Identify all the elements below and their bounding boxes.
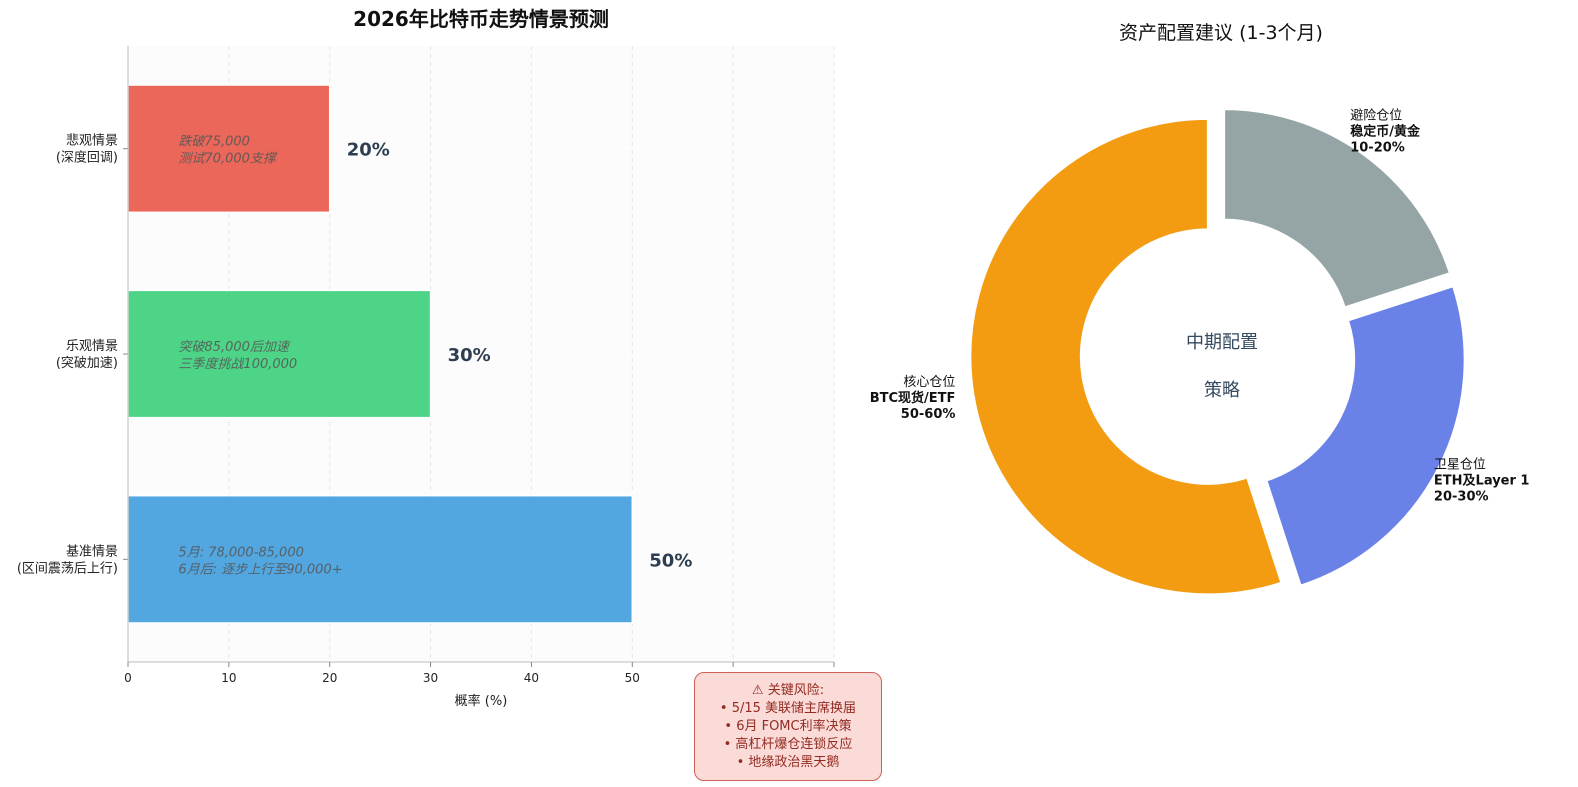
bar-note: 测试70,000支撑 (178, 152, 277, 167)
y-category-label: (区间震荡后上行) (17, 561, 118, 576)
donut-slice (1222, 107, 1452, 310)
risk-item: • 地缘政治黑天鹅 (736, 755, 840, 770)
risk-warning-box: ⚠ 关键风险: • 5/15 美联储主席换届 • 6月 FOMC利率决策 • 高… (694, 672, 882, 781)
donut-slice (968, 117, 1284, 596)
bar-note: 6月后: 逐步上行至90,000+ (178, 562, 342, 577)
slice-detail-label: 稳定币/黄金 (1350, 124, 1421, 140)
bar-series (127, 84, 634, 624)
donut-center-line-2: 策略 (1204, 380, 1240, 401)
x-tick-label: 30 (423, 671, 438, 685)
slice-name-label: 避险仓位 (1350, 109, 1402, 124)
x-tick-label: 40 (524, 671, 539, 685)
y-category-label: 乐观情景 (66, 339, 118, 354)
donut-slices (968, 107, 1467, 596)
slice-name-label: 核心仓位 (903, 375, 955, 390)
bar-value-label: 30% (448, 345, 491, 366)
slice-range-label: 50-60% (901, 407, 956, 422)
y-category-label: 基准情景 (66, 544, 118, 559)
x-tick-label: 50 (625, 671, 640, 685)
y-category-label: (突破加速) (56, 355, 118, 371)
bar-chart-title: 2026年比特币走势情景预测 (353, 7, 609, 31)
x-tick-label: 20 (322, 671, 337, 685)
bar-note: 5月: 78,000-85,000 (178, 545, 303, 560)
slice-detail-label: ETH及Layer 1 (1434, 473, 1530, 488)
bar-note: 突破85,000后加速 (178, 339, 290, 355)
bar-x-axis-label: 概率 (%) (455, 693, 508, 709)
bar-value-label: 20% (347, 140, 390, 161)
bar-note: 跌破75,000 (178, 135, 250, 150)
bar-value-labels: 20% 30% 50% (347, 140, 693, 572)
bar-notes: 跌破75,000 测试70,000支撑突破85,000后加速三季度挑战100,00… (178, 135, 342, 578)
bar-chart: 2026年比特币走势情景预测 跌破75,000 测试70,000支撑突破85,00… (17, 7, 842, 709)
slice-name-label: 卫星仓位 (1434, 457, 1486, 472)
bar-category-labels: 悲观情景(深度回调) 乐观情景(突破加速) 基准情景 (区间震荡后上行) (17, 133, 128, 576)
slice-range-label: 10-20% (1350, 141, 1405, 156)
slice-range-label: 20-30% (1434, 489, 1489, 504)
x-tick-label: 0 (124, 671, 132, 685)
risk-item: • 6月 FOMC利率决策 (724, 719, 852, 734)
slice-detail-label: BTC现货/ETF (870, 390, 956, 406)
bar-value-label: 50% (649, 550, 692, 571)
bar (127, 494, 634, 624)
donut-chart-title: 资产配置建议 (1-3个月) (1119, 22, 1323, 44)
risk-title: ⚠ 关键风险: (751, 683, 825, 698)
donut-slice (1264, 284, 1467, 588)
bar-note: 三季度挑战100,000 (178, 357, 297, 372)
y-category-label: 悲观情景 (66, 133, 118, 149)
y-category-label: (深度回调) (56, 150, 118, 166)
risk-item: • 高杠杆爆仓连锁反应 (723, 737, 853, 752)
bar (127, 289, 432, 419)
risk-item: • 5/15 美联储主席换届 (719, 701, 857, 716)
x-tick-label: 10 (221, 671, 236, 685)
donut-center-line-1: 中期配置 (1186, 332, 1258, 353)
